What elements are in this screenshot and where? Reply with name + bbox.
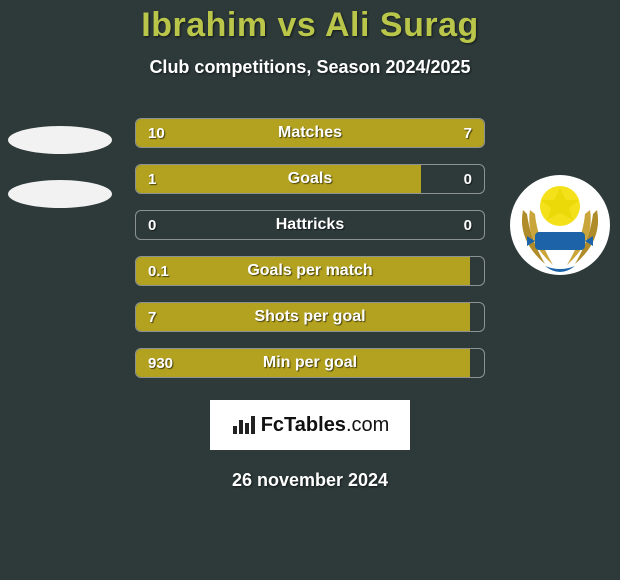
table-row: 7 Shots per goal: [135, 302, 485, 332]
value-right: 0: [464, 171, 472, 188]
metric-label: Goals: [136, 170, 484, 188]
brand-bars-icon: [231, 412, 257, 438]
player-left-avatar: [5, 118, 115, 228]
metric-label: Goals per match: [136, 262, 484, 280]
table-row: 0.1 Goals per match: [135, 256, 485, 286]
footer-date: 26 november 2024: [0, 470, 620, 491]
brand-badge: FcTables.com: [210, 400, 410, 450]
brand-tld: .com: [346, 414, 389, 436]
comparison-infographic: Ibrahim vs Ali Surag Club competitions, …: [0, 0, 620, 580]
table-row: 1 Goals 0: [135, 164, 485, 194]
table-row: 0 Hattricks 0: [135, 210, 485, 240]
value-right: 7: [464, 125, 472, 142]
value-right: 0: [464, 217, 472, 234]
avatar-placeholder-shape: [8, 126, 112, 154]
avatar-placeholder-shape: [8, 180, 112, 208]
page-subtitle: Club competitions, Season 2024/2025: [0, 57, 620, 78]
metric-label: Matches: [136, 124, 484, 142]
metric-label: Min per goal: [136, 354, 484, 372]
brand-name: FcTables: [261, 414, 346, 436]
crest-icon: [505, 170, 615, 280]
brand-text: FcTables.com: [261, 414, 390, 437]
player-right-crest: [505, 170, 615, 280]
page-title: Ibrahim vs Ali Surag: [0, 6, 620, 45]
metric-label: Shots per goal: [136, 308, 484, 326]
table-row: 930 Min per goal: [135, 348, 485, 378]
metric-label: Hattricks: [136, 216, 484, 234]
table-row: 10 Matches 7: [135, 118, 485, 148]
